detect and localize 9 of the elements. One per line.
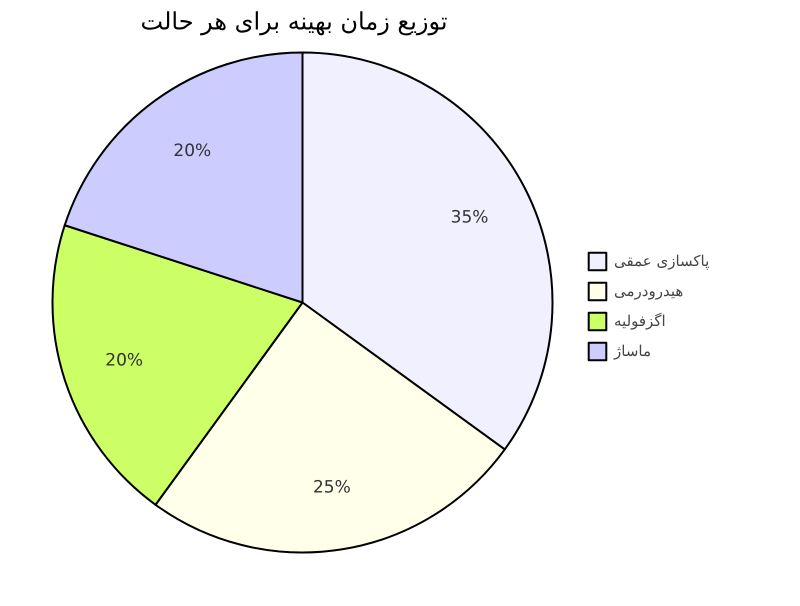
legend-label: اگزفولیه (614, 312, 666, 330)
legend-label: پاکسازی عمقی (614, 252, 710, 270)
legend-label: ماساژ (614, 342, 651, 360)
data-label: 20% (105, 350, 144, 370)
legend-label: هیدرودرمی (614, 282, 684, 300)
data-label: 35% (450, 207, 488, 228)
chart-title: توزیع زمان بهینه برای هر حالت (140, 8, 448, 36)
data-label: 20% (173, 140, 212, 161)
data-label: 25% (312, 478, 351, 498)
